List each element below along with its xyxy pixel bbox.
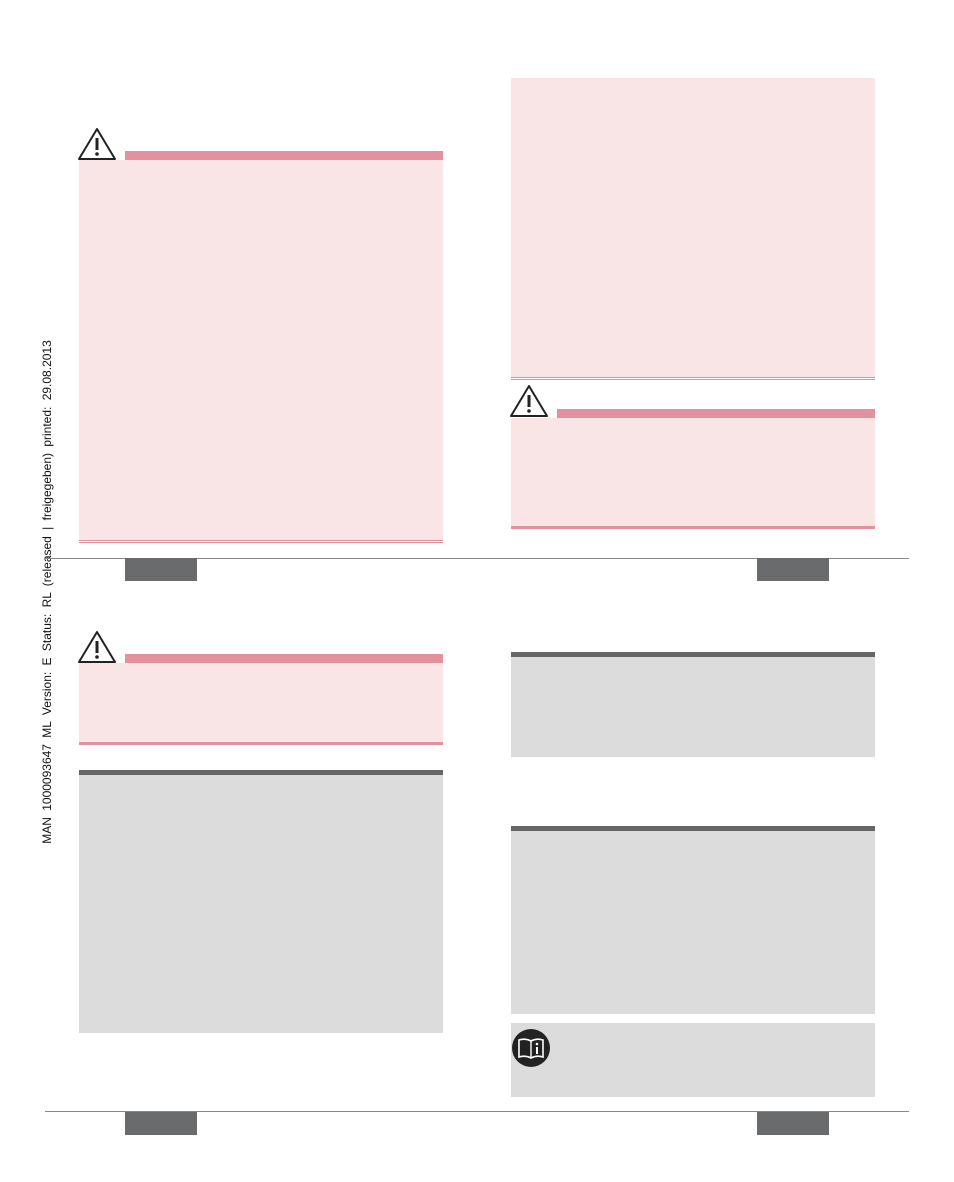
warning-icon: [78, 631, 116, 663]
box-header: [511, 652, 875, 657]
divider: [79, 742, 443, 745]
sidebar-text: MAN 1000093647 ML Version: E Status: RL …: [40, 340, 54, 844]
manual-icon: [512, 1029, 550, 1067]
warning-box: [79, 663, 443, 742]
warning-box: [511, 418, 875, 526]
page-tab: [125, 558, 197, 581]
box-header: [511, 826, 875, 831]
divider: [511, 377, 875, 380]
warning-box: [511, 78, 875, 377]
warning-bar: [125, 654, 443, 663]
page-tab: [757, 1112, 829, 1135]
info-box: [511, 831, 875, 1014]
page-tab: [125, 1112, 197, 1135]
info-box: [511, 657, 875, 757]
box-header: [79, 770, 443, 775]
note-box: [511, 1023, 875, 1097]
page-rule: [45, 558, 909, 559]
page-tab: [757, 558, 829, 581]
warning-icon: [510, 385, 548, 417]
warning-bar: [125, 151, 443, 160]
divider: [79, 540, 443, 543]
divider: [511, 526, 875, 529]
warning-bar: [557, 409, 875, 418]
warning-icon: [78, 128, 116, 160]
info-box: [79, 775, 443, 1033]
warning-box: [79, 160, 443, 540]
page-rule: [45, 1111, 909, 1112]
